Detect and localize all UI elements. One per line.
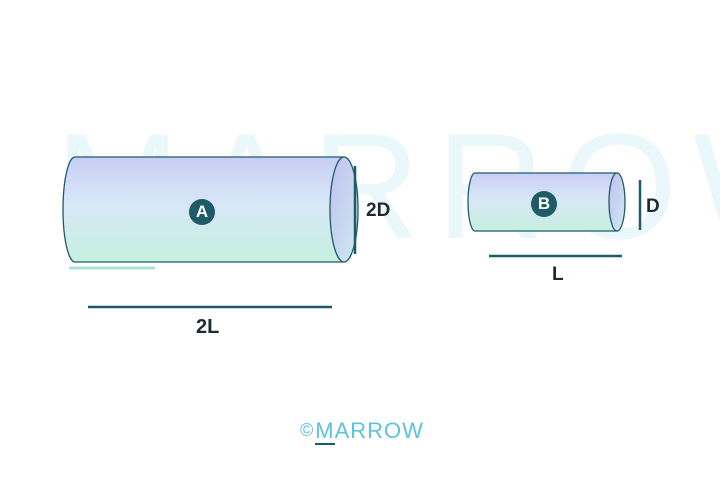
cylinder-b-diameter-label: D: [646, 196, 660, 217]
cylinder-b-badge: [531, 191, 557, 217]
copyright-symbol: ©: [300, 420, 315, 440]
cylinder-b: [467, 172, 626, 232]
cylinder-a-letter: A: [195, 202, 209, 221]
cylinder-b-length-label: L: [552, 264, 564, 285]
cylinder-a: [62, 156, 359, 270]
logo-first-letter: M: [315, 418, 335, 445]
cylinder-a-end-cap: [329, 156, 359, 263]
cylinder-a-length-label: 2L: [196, 316, 220, 338]
logo-rest: ARROW: [334, 418, 424, 443]
cylinder-b-end-cap: [608, 172, 626, 232]
cylinder-a-diameter-label: 2D: [366, 200, 391, 221]
cylinder-b-letter: B: [537, 194, 551, 213]
cylinder-a-badge: [189, 199, 215, 225]
marrow-logo: ©MARROW: [300, 418, 424, 445]
